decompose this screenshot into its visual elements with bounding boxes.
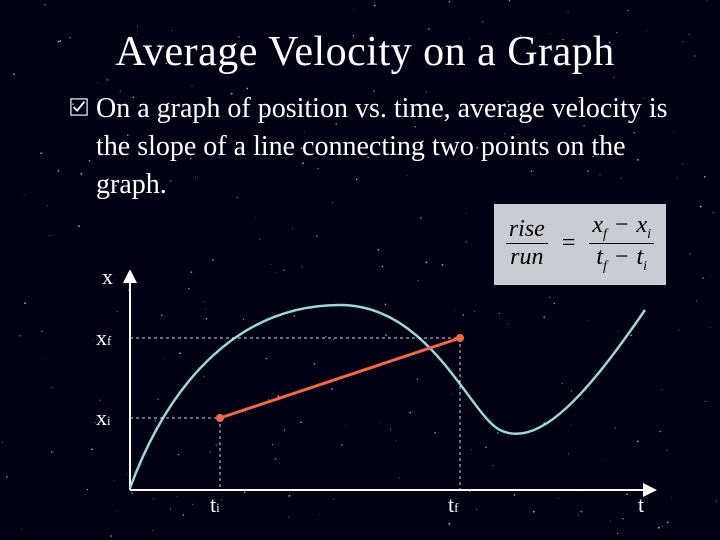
frac-right-den: tf − ti — [593, 244, 650, 275]
xf-label: xf — [96, 325, 111, 351]
frac-right-num: xf − xi — [589, 212, 654, 243]
xi-label: xi — [96, 405, 111, 431]
fraction-right: xf − xi tf − ti — [589, 212, 654, 275]
frac-left-den: run — [507, 244, 546, 271]
equals-sign: = — [558, 230, 580, 257]
tf-label: tf — [448, 492, 458, 518]
ti-label: ti — [210, 492, 220, 518]
graph-svg — [90, 270, 660, 520]
checkmark-icon — [70, 98, 88, 116]
bullet-text: On a graph of position vs. time, average… — [96, 90, 680, 203]
slide-content: Average Velocity on a Graph On a graph o… — [0, 0, 720, 203]
bullet-item: On a graph of position vs. time, average… — [70, 90, 680, 203]
slide-title: Average Velocity on a Graph — [50, 28, 680, 76]
fraction-left: rise run — [506, 216, 548, 272]
x-axis-label: t — [638, 492, 644, 518]
frac-left-num: rise — [506, 216, 548, 243]
position-time-graph: x xf xi ti tf t — [90, 270, 660, 520]
y-axis-label: x — [102, 264, 113, 290]
formula-box: rise run = xf − xi tf − ti — [494, 204, 666, 285]
